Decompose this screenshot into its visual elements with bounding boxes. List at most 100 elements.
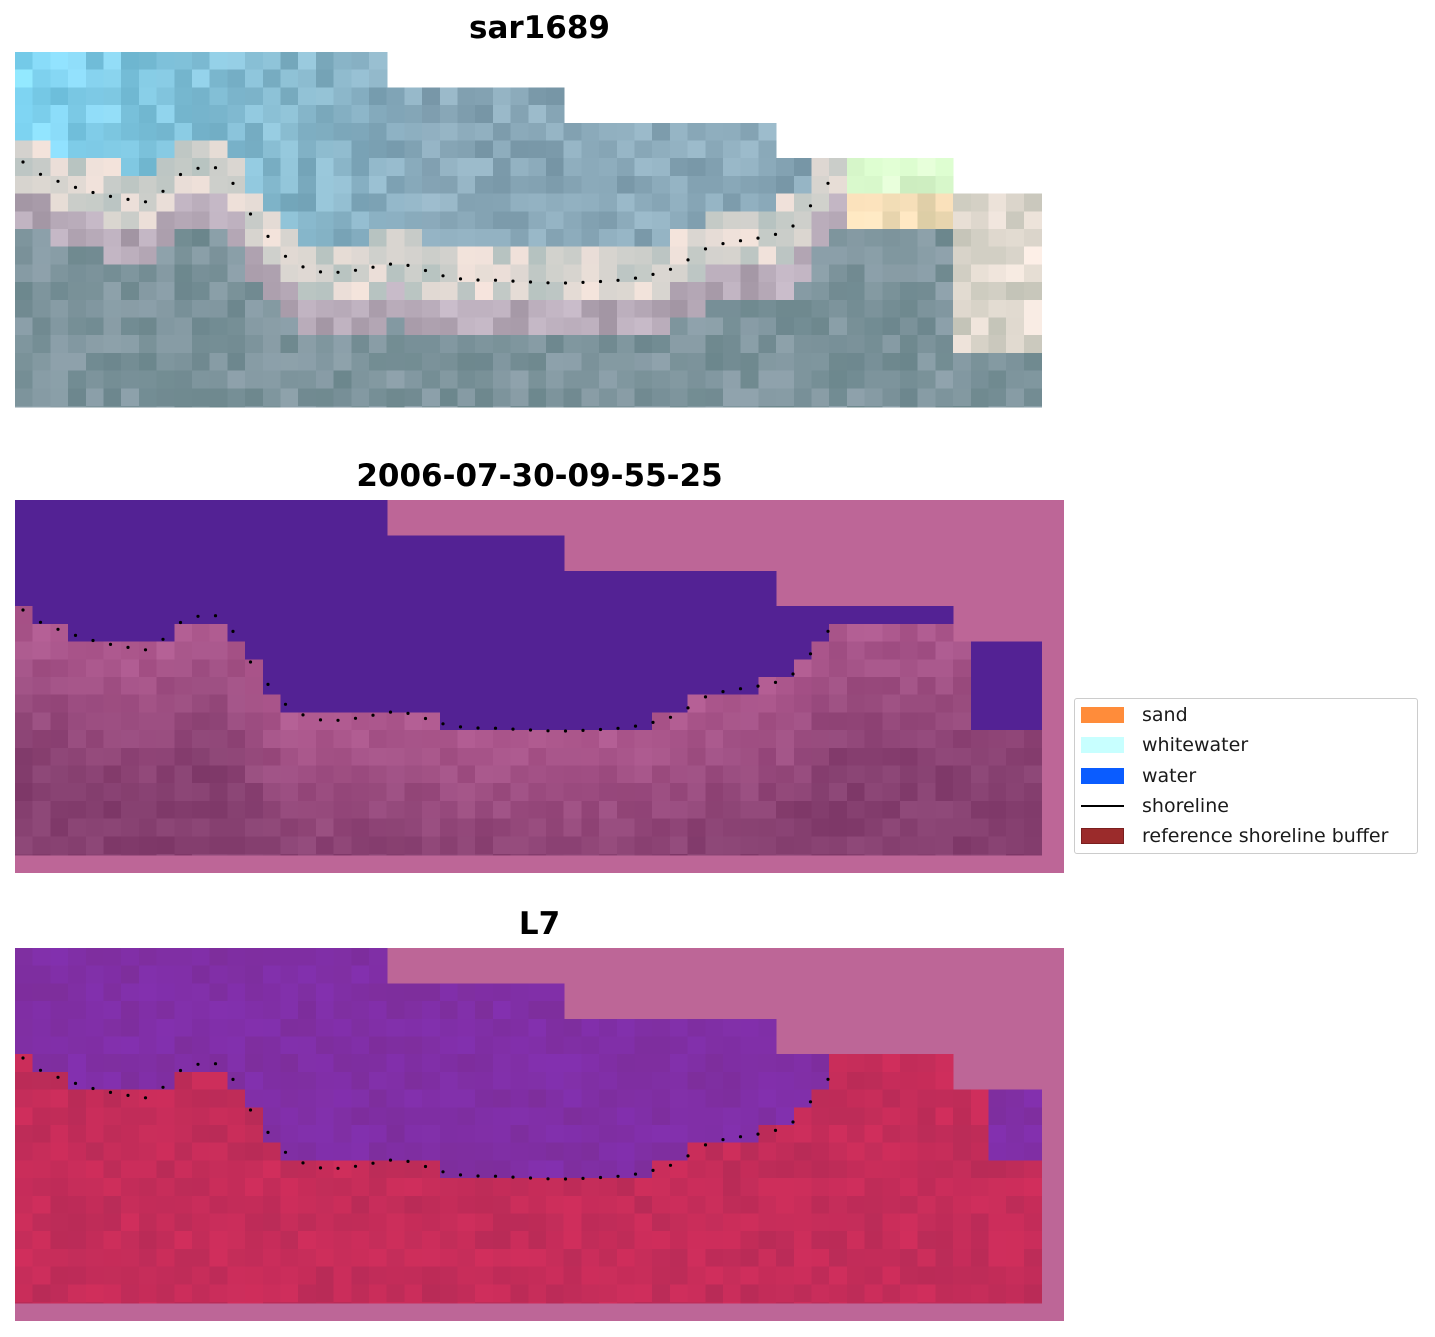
image-pixel: [156, 352, 175, 372]
image-pixel: [758, 229, 777, 248]
image-pixel: [333, 854, 352, 856]
image-pixel: [669, 122, 689, 142]
image-pixel: [935, 1178, 954, 1197]
image-pixel: [138, 175, 158, 195]
image-pixel: [705, 1089, 724, 1108]
image-pixel: [298, 783, 317, 802]
image-pixel: [138, 500, 158, 519]
shoreline-point: [598, 279, 603, 284]
image-pixel: [829, 175, 848, 195]
image-pixel: [138, 158, 158, 177]
image-pixel: [121, 122, 140, 142]
image-pixel: [121, 659, 140, 678]
image-pixel: [227, 983, 246, 1002]
image-pixel: [599, 1089, 618, 1108]
image-pixel: [882, 211, 901, 230]
image-pixel: [298, 606, 317, 625]
image-pixel: [315, 1178, 335, 1197]
image-pixel: [1023, 1248, 1043, 1268]
image-pixel: [723, 1071, 742, 1091]
image-pixel: [652, 1018, 671, 1038]
image-pixel: [616, 800, 636, 820]
image-pixel: [563, 783, 582, 802]
image-pixel: [616, 1089, 636, 1108]
image-pixel: [970, 335, 990, 354]
image-pixel: [50, 783, 69, 802]
image-pixel: [103, 517, 122, 536]
shoreline-point: [178, 1068, 183, 1073]
image-pixel: [386, 370, 405, 389]
image-pixel: [315, 1160, 335, 1179]
image-pixel: [103, 1125, 122, 1144]
image-pixel: [492, 765, 512, 784]
image-pixel: [103, 264, 122, 283]
image-pixel: [369, 535, 388, 554]
image-pixel: [510, 370, 529, 389]
image-pixel: [492, 87, 512, 106]
image-pixel: [50, 122, 69, 142]
image-pixel: [846, 818, 866, 837]
image-pixel: [351, 1160, 370, 1179]
image-pixel: [970, 352, 990, 372]
image-pixel: [85, 52, 105, 71]
image-pixel: [351, 606, 370, 625]
image-pixel: [280, 1178, 299, 1197]
image-pixel: [988, 747, 1007, 767]
image-pixel: [988, 193, 1007, 212]
image-pixel: [758, 388, 777, 407]
shoreline-point: [126, 645, 130, 649]
image-pixel: [634, 1107, 653, 1126]
image-pixel: [528, 606, 547, 625]
image-pixel: [563, 712, 582, 731]
image-pixel: [723, 264, 742, 283]
image-pixel: [386, 1284, 405, 1303]
image-pixel: [315, 352, 335, 372]
image-pixel: [758, 1054, 777, 1073]
image-pixel: [846, 370, 866, 389]
image-pixel: [687, 765, 706, 784]
image-pixel: [262, 87, 282, 106]
image-pixel: [457, 105, 476, 124]
image-pixel: [687, 1231, 706, 1250]
image-pixel: [422, 1248, 441, 1268]
image-pixel: [209, 211, 228, 230]
image-pixel: [829, 1302, 848, 1304]
image-pixel: [85, 783, 105, 802]
image-pixel: [970, 747, 990, 767]
image-pixel: [262, 606, 282, 625]
image-pixel: [616, 264, 636, 283]
image-pixel: [138, 1107, 158, 1126]
image-pixel: [581, 299, 600, 319]
image-pixel: [652, 712, 671, 731]
image-pixel: [333, 535, 352, 554]
image-pixel: [988, 1160, 1007, 1179]
shoreline-point: [231, 1077, 235, 1081]
image-pixel: [192, 211, 211, 230]
image-pixel: [616, 211, 636, 230]
image-pixel: [174, 965, 193, 984]
image-pixel: [121, 623, 140, 643]
image-pixel: [900, 264, 919, 283]
shoreline-point: [528, 280, 533, 284]
image-pixel: [652, 1231, 671, 1250]
image-pixel: [758, 264, 777, 283]
image-pixel: [439, 122, 459, 142]
image-pixel: [652, 1089, 671, 1108]
image-pixel: [652, 122, 671, 142]
image-pixel: [192, 659, 211, 678]
image-pixel: [758, 1195, 777, 1215]
image-pixel: [705, 800, 724, 820]
image-pixel: [988, 659, 1007, 678]
image-pixel: [386, 623, 405, 643]
image-pixel: [156, 623, 175, 643]
image-pixel: [245, 229, 264, 248]
image-pixel: [156, 712, 175, 731]
image-pixel: [864, 175, 883, 195]
image-pixel: [68, 140, 87, 159]
image-pixel: [333, 1284, 352, 1303]
image-pixel: [192, 406, 211, 408]
image-pixel: [156, 105, 175, 124]
image-pixel: [687, 641, 706, 660]
image-pixel: [528, 140, 547, 159]
image-pixel: [687, 1213, 706, 1232]
